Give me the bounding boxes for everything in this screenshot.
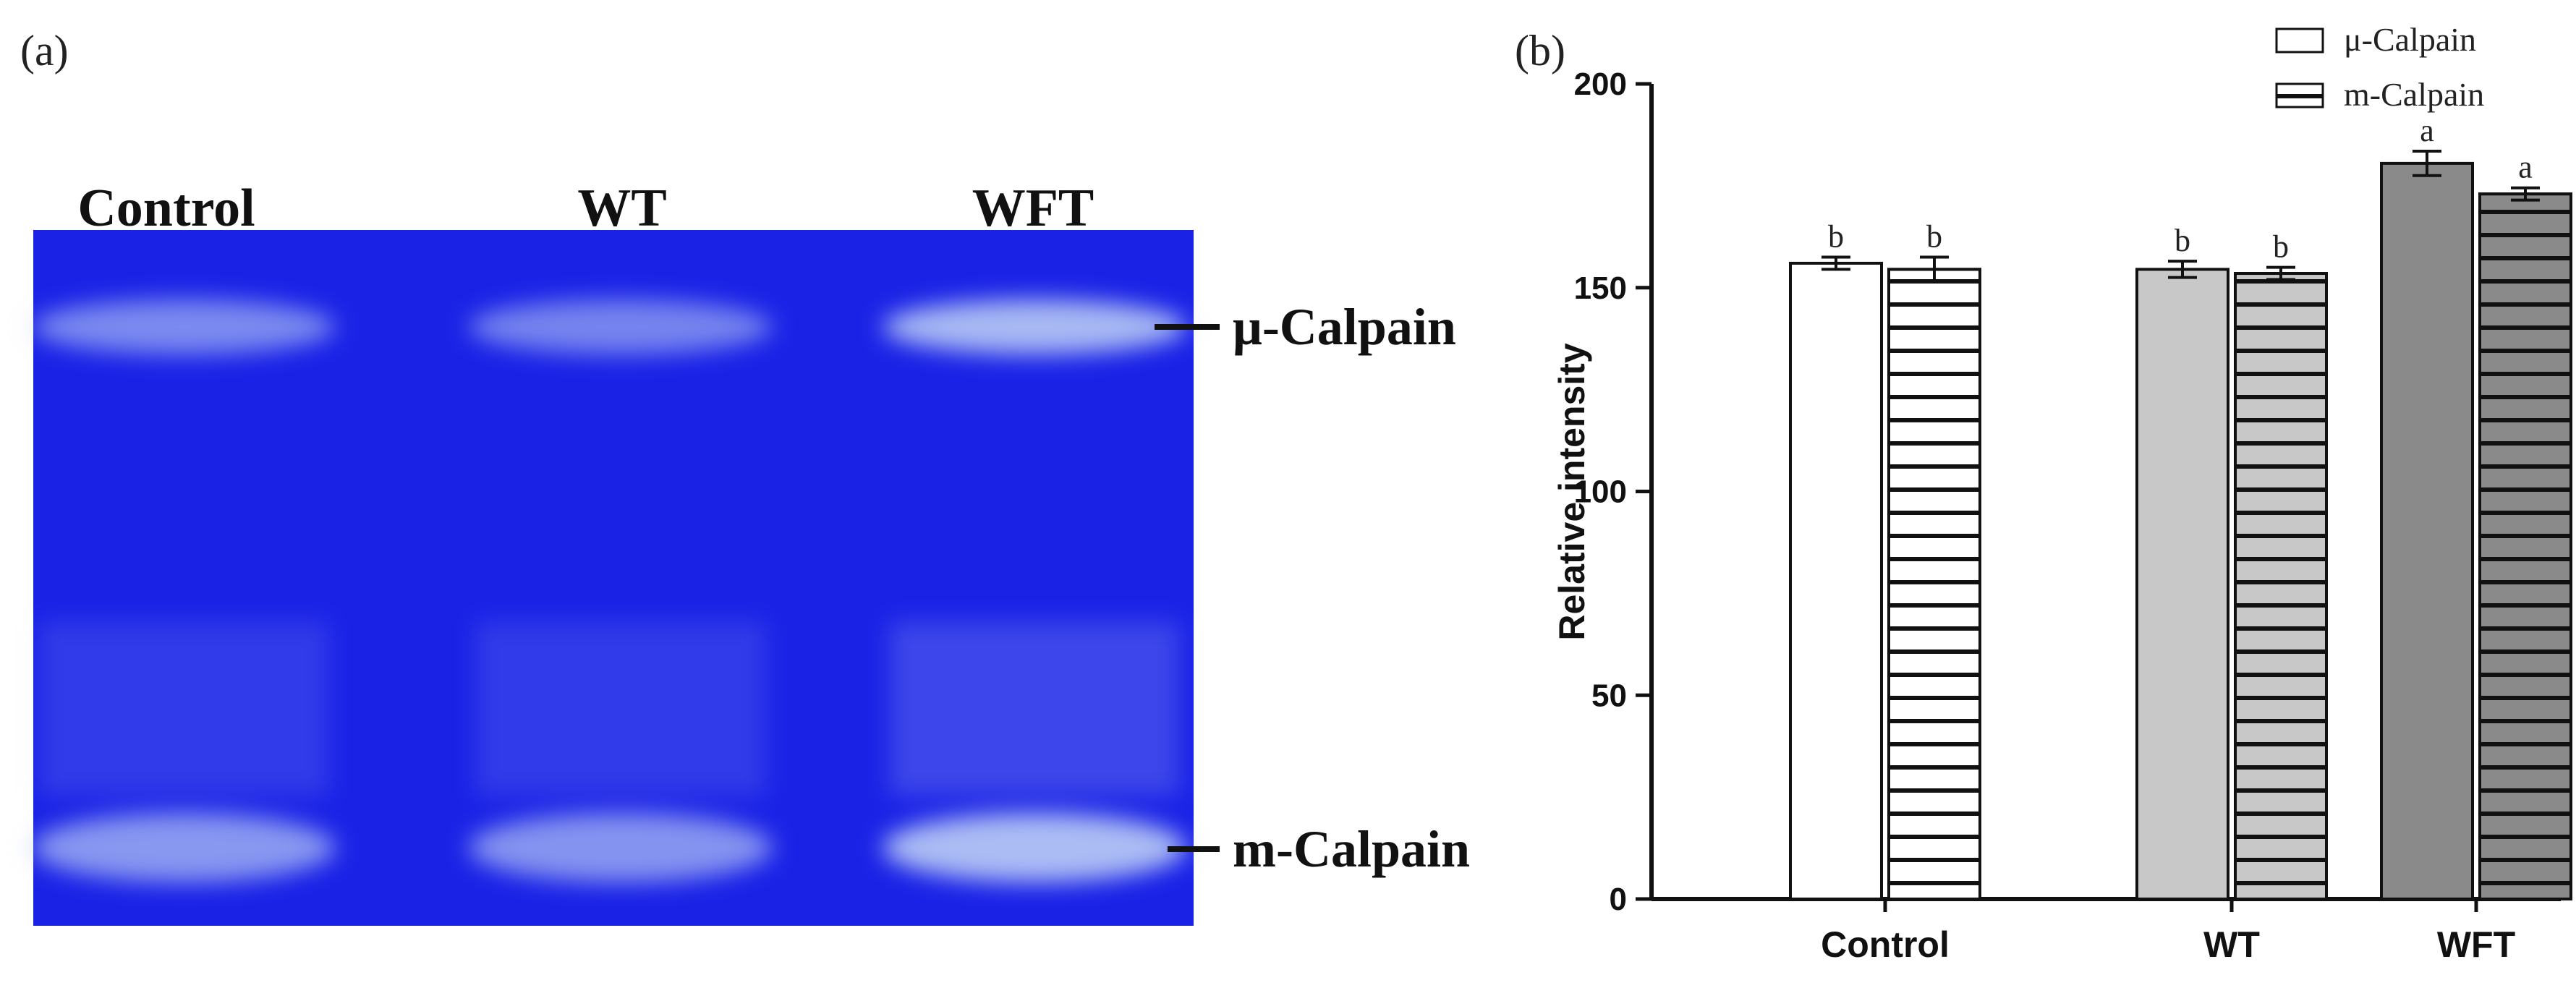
x-category-label-wft: WFT — [2437, 924, 2515, 965]
significance-label: b — [2273, 229, 2289, 265]
legend-swatch-m-calpain-hatch — [2277, 84, 2323, 107]
gel-band-m-calpain-wt — [469, 813, 773, 882]
significance-label: a — [2420, 113, 2434, 148]
band-label-m-calpain: m-Calpain — [1233, 820, 1470, 878]
legend-label-m-calpain: m-Calpain — [2344, 76, 2484, 113]
gel-band-mu-calpain-control — [32, 299, 336, 354]
band-label-mu-calpain: μ-Calpain — [1233, 298, 1456, 356]
gel-band-mu-calpain-wt — [469, 299, 773, 354]
bar-hatch-wt — [2234, 272, 2328, 900]
lane-label-wt: WT — [577, 179, 666, 238]
gel-panel-label: (a) — [20, 27, 69, 74]
gel-bands — [32, 299, 1186, 882]
y-tick-label: 150 — [1574, 271, 1627, 306]
significance-label: a — [2518, 150, 2533, 185]
y-axis-title: Relative intensity — [1552, 343, 1592, 640]
y-tick-label: 100 — [1574, 474, 1627, 510]
lane-label-control: Control — [77, 179, 255, 238]
gel-smear-wft — [890, 622, 1179, 796]
y-tick-label: 50 — [1591, 678, 1627, 713]
bar-mu-calpain-control — [1789, 261, 1883, 900]
bar-mu-calpain-wft — [2380, 161, 2474, 900]
lane-label-wft: WFT — [972, 179, 1094, 238]
x-category-label-wt: WT — [2203, 924, 2260, 965]
legend-label-mu-calpain: μ-Calpain — [2344, 21, 2476, 58]
chart-panel: (b) Relative intensity 0 50 100 150 200 Contr… — [1515, 21, 2572, 965]
y-tick-label: 200 — [1574, 67, 1627, 102]
chart-panel-label: (b) — [1515, 27, 1565, 74]
bar-hatch-control — [1887, 268, 1981, 900]
significance-label: b — [1828, 218, 1844, 254]
bar-mu-calpain-wt — [2135, 268, 2229, 900]
chart-plot: 0 50 100 150 200 Control b b WT b b WFT a a — [1574, 67, 2572, 965]
chart-legend: μ-Calpain m-Calpain — [2275, 21, 2484, 113]
gel-band-m-calpain-wft — [883, 813, 1186, 882]
significance-label: b — [2175, 223, 2190, 258]
x-category-label-control: Control — [1821, 924, 1950, 965]
legend-swatch-mu-calpain — [2275, 27, 2324, 54]
gel-panel: (a) Control WT WFT μ-Calpain m-Calpain — [20, 27, 1470, 926]
significance-label: b — [1926, 218, 1942, 254]
gel-band-mu-calpain-wft — [883, 299, 1186, 354]
bar-hatch-wft — [2478, 192, 2572, 900]
gel-smear-wt — [476, 622, 765, 796]
gel-band-m-calpain-control — [32, 813, 336, 882]
y-tick-label: 0 — [1610, 882, 1627, 917]
gel-smear-control — [39, 622, 328, 796]
